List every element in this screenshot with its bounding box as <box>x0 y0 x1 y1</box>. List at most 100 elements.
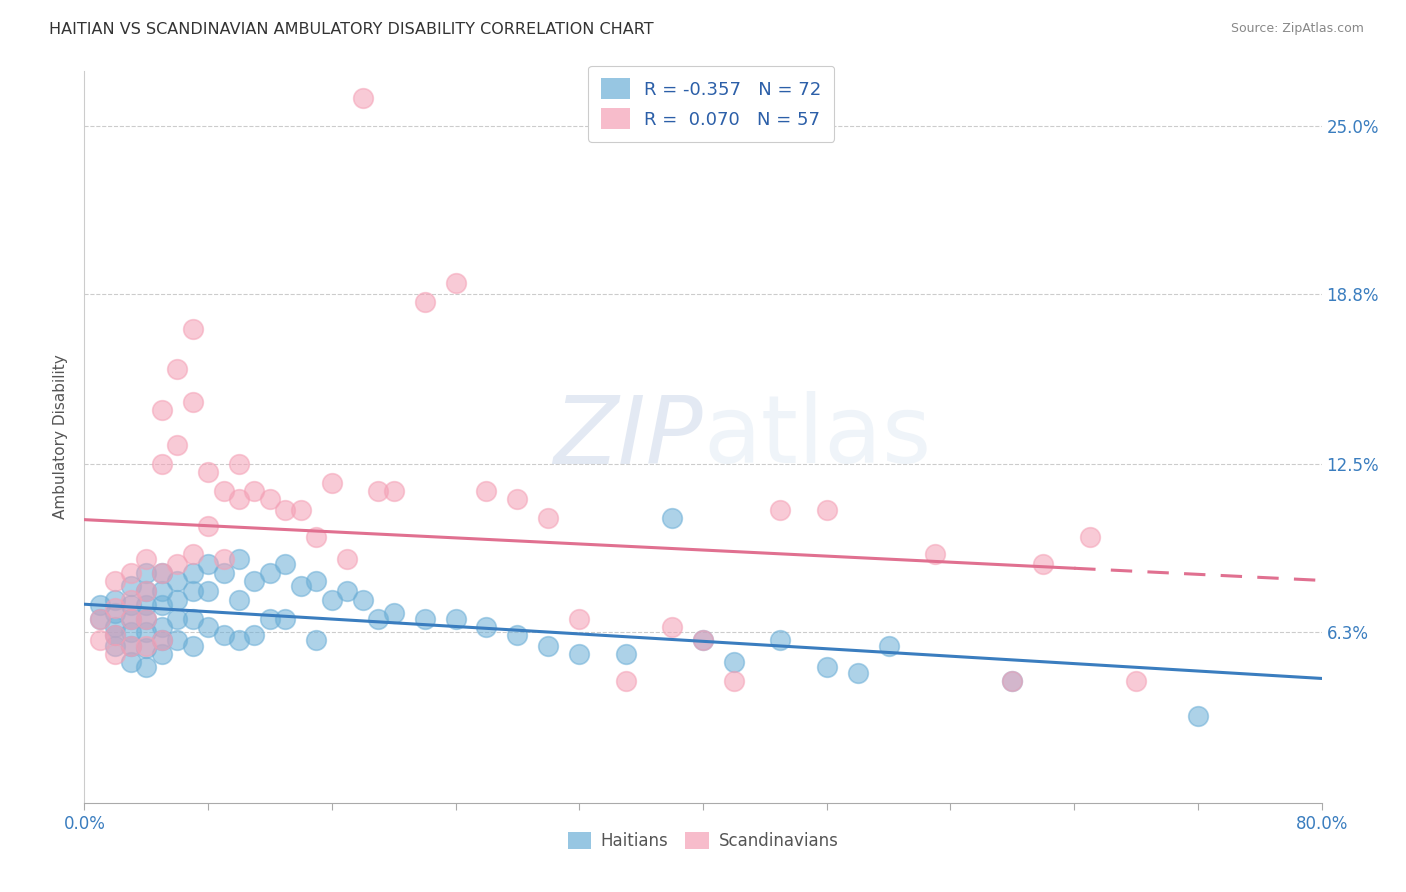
Point <box>290 503 312 517</box>
Point <box>444 611 467 625</box>
Point <box>723 673 745 688</box>
Point <box>120 611 142 625</box>
Point <box>181 611 204 625</box>
Point <box>120 639 142 653</box>
Point <box>1001 673 1024 688</box>
Point <box>120 579 142 593</box>
Point <box>259 566 281 580</box>
Point <box>243 628 266 642</box>
Point <box>212 628 235 642</box>
Point <box>104 574 127 588</box>
Point <box>104 620 127 634</box>
Point <box>197 558 219 572</box>
Point <box>150 566 173 580</box>
Point <box>135 611 157 625</box>
Point <box>181 566 204 580</box>
Point <box>197 465 219 479</box>
Point <box>212 566 235 580</box>
Point <box>166 633 188 648</box>
Point <box>413 294 436 309</box>
Point <box>135 611 157 625</box>
Point <box>352 592 374 607</box>
Point <box>444 276 467 290</box>
Point <box>305 574 328 588</box>
Point <box>89 611 111 625</box>
Point <box>537 639 560 653</box>
Point <box>259 611 281 625</box>
Point <box>692 633 714 648</box>
Point <box>305 530 328 544</box>
Point <box>135 660 157 674</box>
Point <box>181 322 204 336</box>
Y-axis label: Ambulatory Disability: Ambulatory Disability <box>53 355 69 519</box>
Point <box>321 592 343 607</box>
Point <box>212 552 235 566</box>
Point <box>135 598 157 612</box>
Point <box>815 503 838 517</box>
Point <box>150 620 173 634</box>
Point <box>614 673 637 688</box>
Point <box>166 438 188 452</box>
Point <box>166 574 188 588</box>
Point <box>1078 530 1101 544</box>
Point <box>475 620 498 634</box>
Legend: Haitians, Scandinavians: Haitians, Scandinavians <box>561 825 845 856</box>
Point <box>228 492 250 507</box>
Point <box>924 547 946 561</box>
Point <box>120 592 142 607</box>
Point <box>1125 673 1147 688</box>
Point <box>150 598 173 612</box>
Point <box>723 655 745 669</box>
Text: atlas: atlas <box>703 391 931 483</box>
Point <box>243 574 266 588</box>
Point <box>181 547 204 561</box>
Point <box>120 611 142 625</box>
Point <box>846 665 869 680</box>
Point <box>89 598 111 612</box>
Point <box>135 552 157 566</box>
Point <box>120 566 142 580</box>
Point <box>228 592 250 607</box>
Point <box>212 484 235 499</box>
Point <box>197 519 219 533</box>
Point <box>135 625 157 640</box>
Point <box>259 492 281 507</box>
Point <box>135 639 157 653</box>
Point <box>104 592 127 607</box>
Point <box>274 503 297 517</box>
Point <box>321 476 343 491</box>
Point <box>120 639 142 653</box>
Point <box>89 633 111 648</box>
Point <box>89 611 111 625</box>
Point <box>274 611 297 625</box>
Point <box>228 552 250 566</box>
Point <box>769 503 792 517</box>
Point <box>614 647 637 661</box>
Point <box>475 484 498 499</box>
Point <box>661 620 683 634</box>
Point <box>197 584 219 599</box>
Point <box>150 457 173 471</box>
Point <box>166 611 188 625</box>
Point <box>135 584 157 599</box>
Point <box>336 552 359 566</box>
Point <box>243 484 266 499</box>
Point <box>352 91 374 105</box>
Point <box>815 660 838 674</box>
Point <box>135 584 157 599</box>
Point <box>382 606 405 620</box>
Text: HAITIAN VS SCANDINAVIAN AMBULATORY DISABILITY CORRELATION CHART: HAITIAN VS SCANDINAVIAN AMBULATORY DISAB… <box>49 22 654 37</box>
Point <box>150 584 173 599</box>
Point <box>413 611 436 625</box>
Point <box>135 566 157 580</box>
Point <box>305 633 328 648</box>
Point <box>506 492 529 507</box>
Point <box>135 641 157 656</box>
Point <box>166 558 188 572</box>
Point <box>181 639 204 653</box>
Point <box>661 511 683 525</box>
Point <box>568 647 591 661</box>
Point <box>1187 709 1209 723</box>
Point <box>367 484 389 499</box>
Point <box>367 611 389 625</box>
